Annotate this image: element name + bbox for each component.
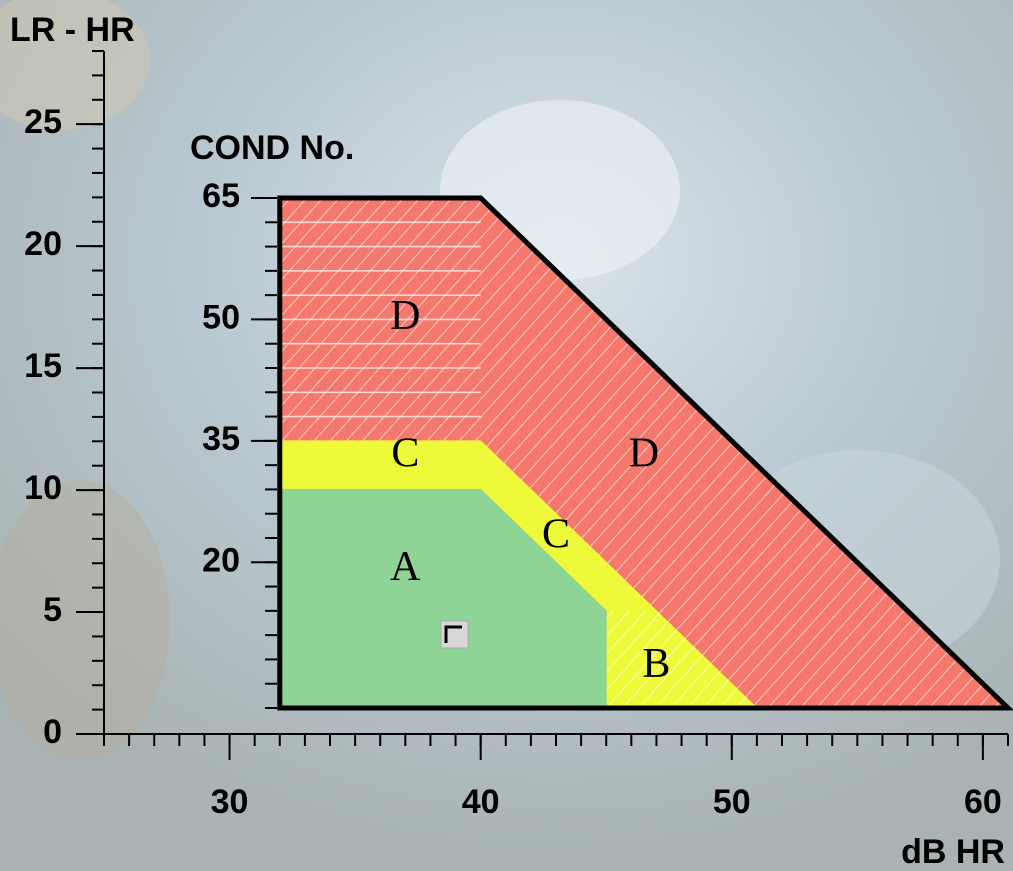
x-tick-label: 50: [713, 783, 751, 821]
y-tick-label: 15: [24, 347, 62, 385]
page: D D C C B A 0 5 10 15 20 25 30 40 50 60 20 35 50 65 LR - H…: [0, 0, 1013, 871]
y2-axis-label: COND No.: [190, 129, 354, 167]
zone-label: A: [390, 544, 421, 590]
y-tick-label: 5: [43, 591, 62, 629]
x-axis-label: dB HR: [901, 833, 1005, 871]
y-tick-label: 20: [24, 225, 62, 263]
chart: D D C C B A 0 5 10 15 20 25 30 40 50 60 20 35 50 65 LR - H…: [0, 0, 1013, 871]
y-tick-label: 0: [43, 713, 62, 751]
y2-tick-label: 65: [202, 177, 240, 215]
y2-tick-label: 50: [202, 298, 240, 336]
zone-label: C: [391, 431, 419, 477]
x-tick-label: 30: [211, 783, 249, 821]
y-tick-label: 25: [24, 103, 62, 141]
y-tick-label: 10: [24, 469, 62, 507]
x-tick-label: 40: [462, 783, 500, 821]
y-axis-label: LR - HR: [10, 11, 135, 49]
y2-tick-label: 20: [202, 541, 240, 579]
zone-label: B: [642, 641, 670, 687]
zone-label: C: [542, 512, 570, 558]
x-tick-label: 60: [964, 783, 1002, 821]
zone-label: D: [629, 431, 659, 477]
zone-label: D: [390, 293, 420, 339]
y2-tick-label: 35: [202, 420, 240, 458]
